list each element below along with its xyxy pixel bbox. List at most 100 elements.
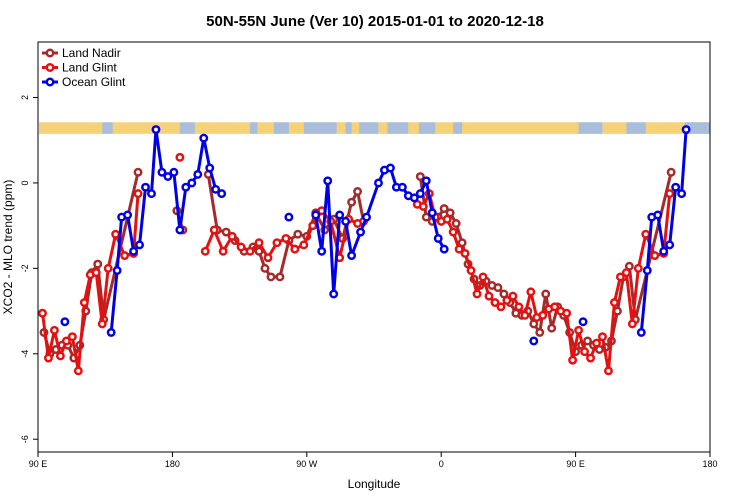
band-ocean — [345, 122, 352, 134]
band-ocean — [359, 122, 379, 134]
data-point — [175, 225, 185, 235]
data-point — [598, 332, 607, 342]
data-point — [448, 227, 458, 237]
data-point — [347, 197, 357, 207]
data-point — [135, 240, 144, 250]
legend-item: Land Nadir — [42, 46, 121, 60]
data-point — [60, 317, 70, 327]
data-point — [526, 287, 536, 297]
x-tick-label: 90 E — [566, 459, 585, 469]
data-point — [671, 182, 681, 192]
data-point — [493, 283, 503, 293]
data-point — [73, 366, 83, 376]
data-point — [592, 338, 601, 348]
data-point — [55, 351, 65, 361]
data-point — [123, 210, 133, 220]
data-point — [451, 219, 461, 228]
data-point — [347, 251, 357, 260]
y-axis: -6 -4 -2 0 2 — [20, 95, 38, 443]
data-point — [541, 289, 551, 299]
x-tick-label: 90 E — [29, 459, 48, 469]
data-point — [266, 272, 276, 282]
legend-label: Land Nadir — [62, 46, 121, 60]
data-point — [79, 298, 89, 307]
data-point — [472, 289, 482, 299]
data-point — [562, 308, 572, 318]
data-point — [97, 319, 107, 329]
data-point — [374, 178, 383, 188]
data-point — [627, 319, 637, 329]
data-point — [442, 214, 452, 224]
data-point — [421, 176, 431, 186]
data-point — [586, 353, 595, 363]
data-point — [484, 291, 494, 301]
data-point — [665, 240, 675, 250]
data-point — [621, 268, 631, 278]
x-tick-label: 90 W — [296, 459, 318, 469]
data-point — [666, 167, 676, 177]
y-tick-label: -6 — [20, 435, 30, 443]
data-point — [329, 289, 339, 299]
data-point — [439, 244, 449, 254]
data-point — [460, 248, 470, 258]
data-point — [490, 298, 500, 307]
data-point — [665, 189, 675, 199]
data-point — [650, 251, 660, 260]
data-point — [106, 327, 116, 337]
data-point — [91, 268, 101, 278]
data-point — [653, 210, 663, 220]
legend-swatch-marker — [45, 48, 55, 58]
data-point — [293, 229, 303, 239]
data-point — [211, 184, 221, 194]
data-point — [615, 272, 625, 282]
data-point — [642, 266, 652, 275]
data-point — [141, 182, 150, 192]
data-point — [120, 251, 130, 260]
data-point — [181, 182, 191, 192]
data-point — [103, 263, 113, 273]
data-point — [163, 172, 173, 181]
data-point — [308, 221, 318, 231]
data-point — [44, 353, 53, 363]
band-ocean — [179, 122, 195, 134]
data-point — [580, 347, 590, 357]
data-point — [38, 308, 47, 318]
x-tick-label: 180 — [165, 459, 180, 469]
data-point — [538, 310, 548, 320]
data-point — [133, 167, 143, 177]
data-point — [609, 298, 619, 307]
data-point — [311, 210, 321, 220]
x-axis-label: Longitude — [348, 477, 401, 491]
data-point — [147, 189, 156, 199]
data-point — [397, 182, 407, 192]
data-point — [604, 366, 613, 376]
legend-item: Ocean Glint — [42, 75, 126, 89]
data-point — [217, 189, 227, 199]
data-point — [227, 231, 237, 241]
data-point — [418, 201, 428, 211]
band-ocean — [102, 122, 113, 134]
data-point — [681, 125, 691, 135]
data-point — [529, 336, 539, 346]
data-point — [254, 238, 264, 248]
data-point — [112, 266, 122, 275]
data-point — [385, 163, 395, 173]
band-ocean — [684, 122, 710, 134]
legend-label: Land Glint — [62, 61, 117, 75]
data-point — [514, 302, 524, 312]
data-point — [454, 244, 464, 254]
data-point — [583, 336, 592, 346]
x-tick-label: 180 — [702, 459, 717, 469]
data-point — [421, 212, 431, 222]
data-point — [633, 263, 643, 273]
y-axis-label: XCO2 - MLO trend (ppm) — [1, 180, 15, 315]
data-point — [502, 295, 512, 305]
data-point — [199, 133, 209, 143]
data-point — [353, 187, 363, 196]
data-point — [409, 193, 419, 203]
legend-label: Ocean Glint — [62, 75, 126, 89]
data-point — [281, 234, 291, 243]
data-point — [254, 246, 264, 256]
data-point — [659, 246, 669, 256]
